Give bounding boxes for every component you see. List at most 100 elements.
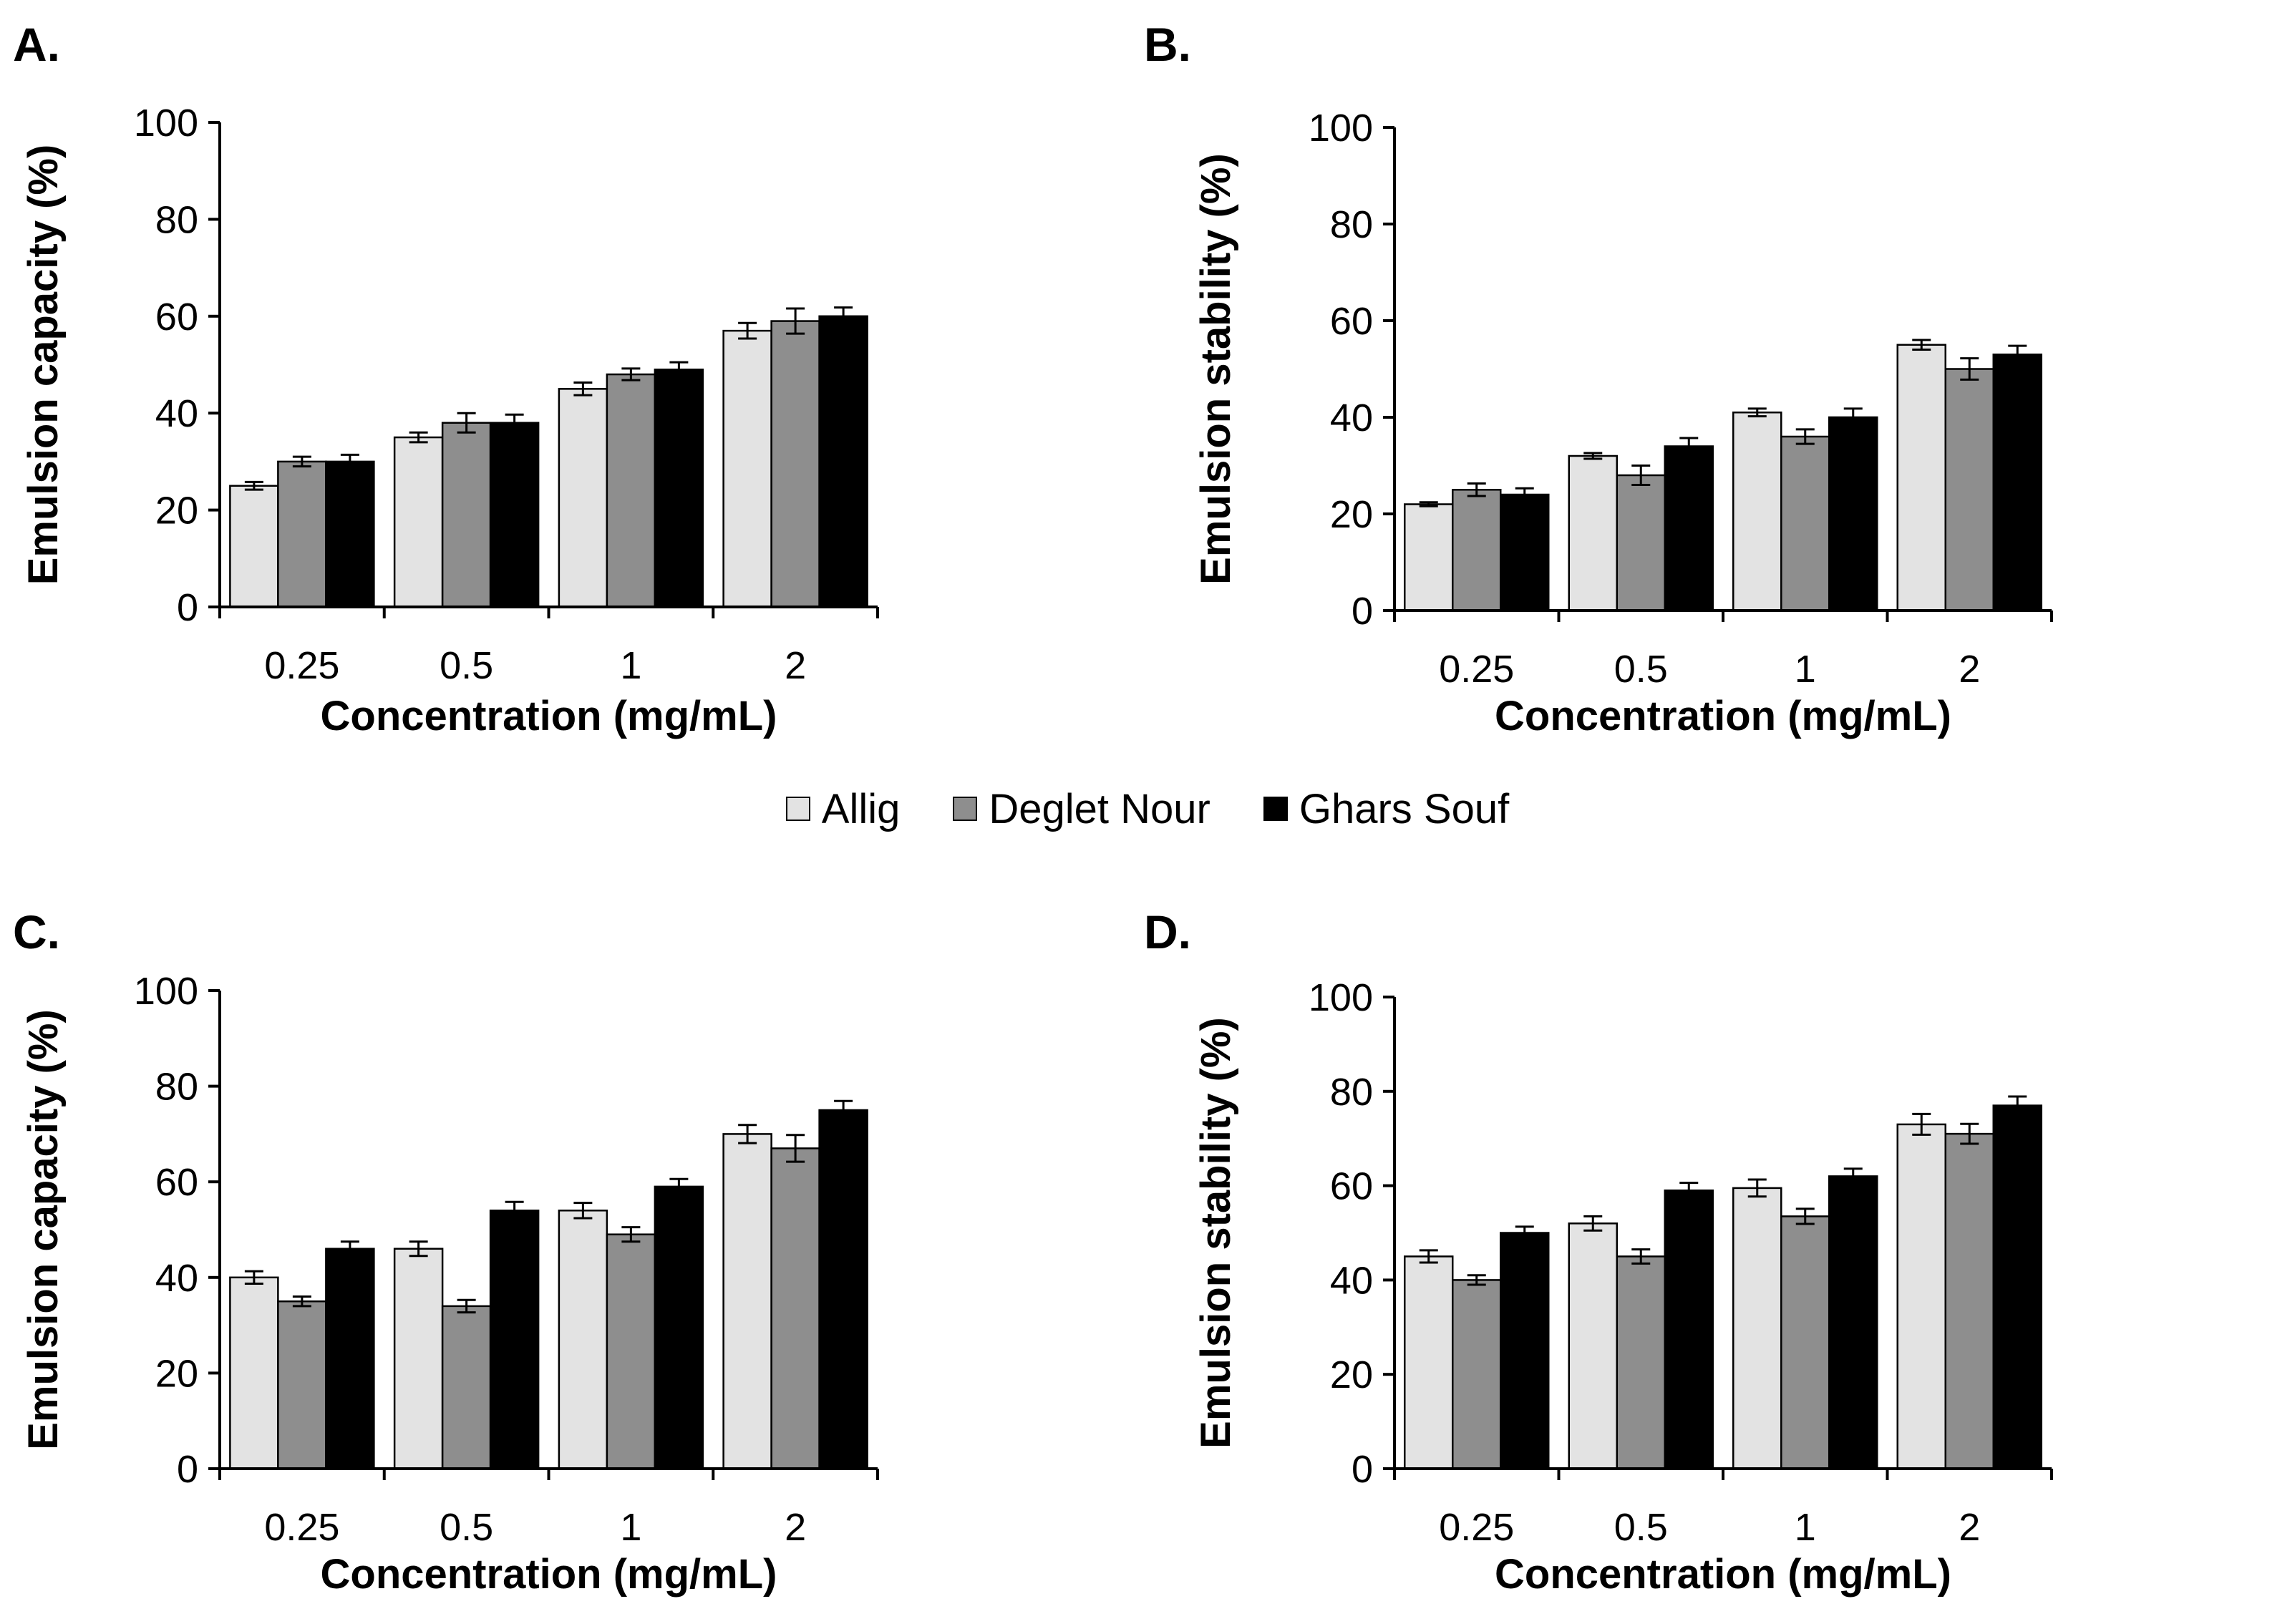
- x-tick-label: 0.5: [1614, 648, 1668, 691]
- legend-item-deglet-nour: Deglet Nour: [953, 785, 1210, 833]
- legend: Allig Deglet Nour Ghars Souf: [0, 769, 2295, 848]
- bar-ghars-souf: [489, 422, 540, 608]
- bar-deglet-nour: [1616, 1255, 1666, 1470]
- x-axis-title: Concentration (mg/mL): [321, 693, 777, 739]
- bar-ghars-souf: [818, 315, 868, 608]
- y-tick-label: 100: [134, 102, 198, 145]
- legend-label-deglet-nour: Deglet Nour: [989, 785, 1210, 832]
- bar-allig: [558, 388, 608, 608]
- x-tick-label: 0.25: [1439, 1506, 1514, 1549]
- y-axis-title: Emulsion capacity (%): [20, 145, 67, 585]
- x-tick-label: 1: [620, 644, 641, 687]
- bar-allig: [1568, 1222, 1618, 1470]
- x-tick-label: 0.25: [264, 644, 339, 687]
- legend-label-allig: Allig: [821, 785, 901, 832]
- bar-deglet-nour: [606, 373, 656, 608]
- legend-swatch-deglet-nour: [953, 797, 978, 821]
- bar-ghars-souf: [1500, 1232, 1550, 1470]
- bar-allig: [1568, 454, 1618, 612]
- y-tick-label: 0: [177, 586, 198, 629]
- legend-item-ghars-souf: Ghars Souf: [1263, 785, 1509, 833]
- y-tick-label: 100: [1309, 976, 1373, 1019]
- x-tick-label: 0.5: [440, 1506, 493, 1549]
- bar-allig: [558, 1210, 608, 1470]
- bar-allig: [1732, 1187, 1782, 1470]
- y-tick-label: 100: [134, 970, 198, 1013]
- bar-deglet-nour: [1944, 1132, 1994, 1470]
- bar-ghars-souf: [654, 369, 704, 608]
- y-tick-label: 20: [1330, 493, 1373, 536]
- bar-deglet-nour: [277, 460, 327, 608]
- y-tick-label: 40: [1330, 397, 1373, 439]
- bar-allig: [393, 436, 444, 608]
- bar-deglet-nour: [441, 1305, 492, 1470]
- y-tick-label: 80: [155, 198, 198, 241]
- y-tick-label: 0: [1352, 590, 1373, 633]
- y-axis-title: Emulsion stability (%): [1193, 153, 1239, 585]
- bar-deglet-nour: [1780, 1215, 1830, 1470]
- y-axis-title: Emulsion capacity (%): [20, 1009, 67, 1450]
- y-axis-title: Emulsion stability (%): [1193, 1017, 1239, 1449]
- bar-ghars-souf: [489, 1210, 540, 1470]
- legend-swatch-allig: [785, 797, 810, 821]
- x-axis-title: Concentration (mg/mL): [321, 1551, 777, 1598]
- panel-label: A.: [13, 18, 60, 71]
- x-tick-label: 1: [1795, 1506, 1816, 1549]
- bar-deglet-nour: [1452, 1279, 1502, 1470]
- bar-ghars-souf: [325, 460, 375, 608]
- bar-allig: [1896, 344, 1946, 612]
- x-tick-label: 0.25: [264, 1506, 339, 1549]
- x-tick-label: 2: [1959, 648, 1980, 691]
- panel-label: B.: [1144, 18, 1191, 71]
- x-axis-title: Concentration (mg/mL): [1495, 693, 1951, 739]
- bar-deglet-nour: [1944, 368, 1994, 612]
- x-tick-label: 0.25: [1439, 648, 1514, 691]
- bar-ghars-souf: [818, 1109, 868, 1470]
- y-tick-label: 80: [1330, 203, 1373, 246]
- x-tick-label: 2: [785, 644, 806, 687]
- bar-ghars-souf: [325, 1248, 375, 1470]
- y-tick-label: 80: [155, 1066, 198, 1109]
- y-tick-label: 0: [177, 1448, 198, 1491]
- bar-deglet-nour: [1616, 474, 1666, 612]
- bar-deglet-nour: [1452, 489, 1502, 612]
- bar-deglet-nour: [1780, 435, 1830, 612]
- y-tick-label: 60: [155, 296, 198, 339]
- bar-ghars-souf: [1828, 416, 1878, 612]
- bar-allig: [722, 329, 772, 608]
- legend-swatch-ghars-souf: [1263, 797, 1288, 821]
- bar-allig: [229, 1276, 279, 1470]
- bar-allig: [722, 1133, 772, 1470]
- y-tick-label: 0: [1352, 1448, 1373, 1491]
- bar-ghars-souf: [1500, 493, 1550, 612]
- bar-allig: [1896, 1123, 1946, 1470]
- bar-deglet-nour: [770, 320, 820, 608]
- y-tick-label: 60: [1330, 1165, 1373, 1208]
- bar-allig: [393, 1248, 444, 1470]
- bar-ghars-souf: [1664, 1189, 1714, 1470]
- y-tick-label: 20: [155, 1352, 198, 1395]
- bar-ghars-souf: [1664, 445, 1714, 612]
- panel-label: D.: [1144, 905, 1191, 958]
- x-tick-label: 1: [620, 1506, 641, 1549]
- y-tick-label: 60: [155, 1161, 198, 1204]
- y-tick-label: 40: [155, 1257, 198, 1300]
- y-tick-label: 80: [1330, 1071, 1373, 1114]
- legend-item-allig: Allig: [785, 785, 901, 833]
- y-tick-label: 40: [1330, 1259, 1373, 1302]
- x-tick-label: 2: [785, 1506, 806, 1549]
- bar-allig: [1732, 412, 1782, 612]
- x-tick-label: 2: [1959, 1506, 1980, 1549]
- y-tick-label: 60: [1330, 300, 1373, 343]
- x-tick-label: 0.5: [440, 644, 493, 687]
- bar-allig: [1404, 1255, 1454, 1470]
- bar-ghars-souf: [654, 1185, 704, 1470]
- bar-allig: [1404, 503, 1454, 612]
- bar-ghars-souf: [1992, 354, 2042, 612]
- bar-deglet-nour: [277, 1300, 327, 1470]
